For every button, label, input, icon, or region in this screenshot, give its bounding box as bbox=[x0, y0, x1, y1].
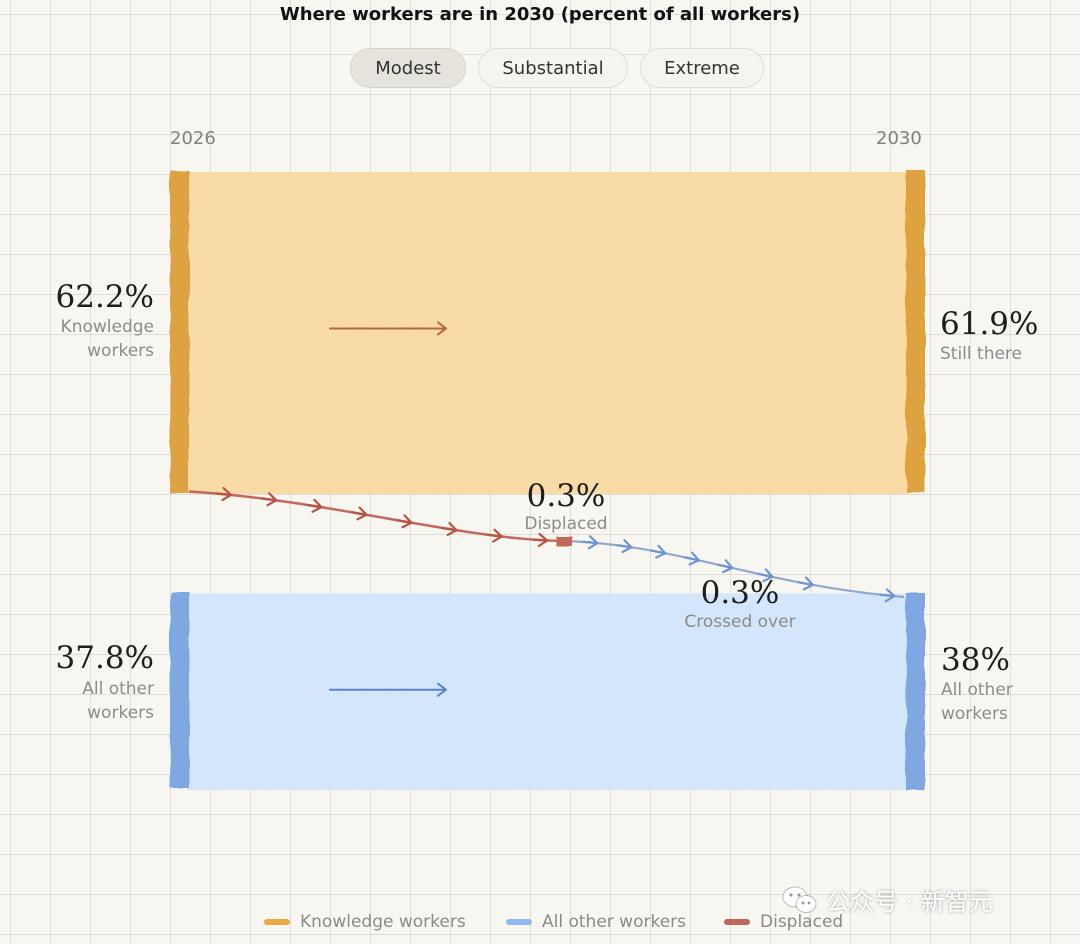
other-2030-value: 38% bbox=[941, 642, 1010, 678]
watermark: 公众号 · 新智元 bbox=[782, 882, 993, 917]
crossed-over-value: 0.3% bbox=[700, 575, 780, 611]
flow-displaced bbox=[188, 490, 567, 543]
wechat-icon bbox=[782, 886, 817, 913]
node-bar-other-2026 bbox=[170, 591, 189, 788]
node-bar-still-there-2030 bbox=[906, 170, 925, 492]
displaced-node-marker bbox=[556, 536, 572, 546]
displaced-arrow-4 bbox=[351, 506, 368, 521]
legend-item-other: All other workers bbox=[506, 910, 686, 934]
chart-title: Where workers are in 2030 (percent of al… bbox=[279, 4, 801, 25]
year-2026-label: 2026 bbox=[170, 128, 216, 149]
crossed-over-arrow-5 bbox=[717, 559, 734, 574]
knowledge-2026-label: Knowledge workers bbox=[60, 317, 154, 361]
crossed-over-arrow-6 bbox=[757, 568, 774, 583]
legend-swatch-displaced bbox=[724, 919, 750, 925]
band-other-workers bbox=[187, 593, 908, 790]
displaced-arrow-3 bbox=[306, 498, 323, 513]
other-2026-label: All other workers bbox=[82, 679, 154, 723]
crossed-over-arrow-3 bbox=[650, 544, 667, 559]
other-2030-label: All other workers bbox=[941, 680, 1013, 724]
knowledge-band-arrow bbox=[329, 321, 447, 336]
other-2026-value: 37.8% bbox=[55, 640, 154, 676]
year-2030-label: 2030 bbox=[876, 128, 922, 149]
knowledge-2026-value: 62.2% bbox=[55, 279, 154, 315]
legend-item-knowledge: Knowledge workers bbox=[264, 910, 466, 934]
displaced-arrow-1 bbox=[215, 487, 233, 502]
band-knowledge-still-there bbox=[187, 172, 908, 494]
displaced-label: Displaced bbox=[524, 514, 608, 534]
displaced-arrow-5 bbox=[396, 514, 413, 529]
displaced-arrow-2 bbox=[261, 492, 278, 507]
tab-modest[interactable]: Modest bbox=[350, 48, 466, 88]
node-bar-knowledge-2026 bbox=[170, 170, 189, 494]
displaced-value: 0.3% bbox=[526, 478, 606, 514]
watermark-text: 公众号 · 新智元 bbox=[826, 888, 993, 916]
crossed-over-label: Crossed over bbox=[684, 612, 796, 632]
tab-extreme[interactable]: Extreme bbox=[640, 48, 764, 88]
node-bar-other-2030 bbox=[906, 592, 925, 791]
displaced-arrow-8 bbox=[532, 532, 549, 548]
crossed-over-arrow-8 bbox=[879, 588, 896, 603]
still-there-2030-value: 61.9% bbox=[940, 306, 1039, 342]
still-there-2030-label: Still there bbox=[940, 344, 1023, 364]
crossed-over-arrow-2 bbox=[616, 539, 633, 554]
displaced-arrow-6 bbox=[441, 521, 458, 537]
legend-item-displaced: Displaced bbox=[724, 910, 843, 934]
other-band-arrow bbox=[329, 682, 447, 697]
legend-swatch-knowledge bbox=[264, 919, 290, 925]
crossed-over-arrow-1 bbox=[582, 535, 599, 550]
crossed-over-arrow-7 bbox=[797, 576, 814, 591]
crossed-over-arrow-4 bbox=[683, 551, 700, 566]
displaced-arrow-7 bbox=[486, 528, 503, 543]
tab-substantial[interactable]: Substantial bbox=[478, 48, 628, 88]
legend-swatch-other bbox=[506, 919, 532, 925]
